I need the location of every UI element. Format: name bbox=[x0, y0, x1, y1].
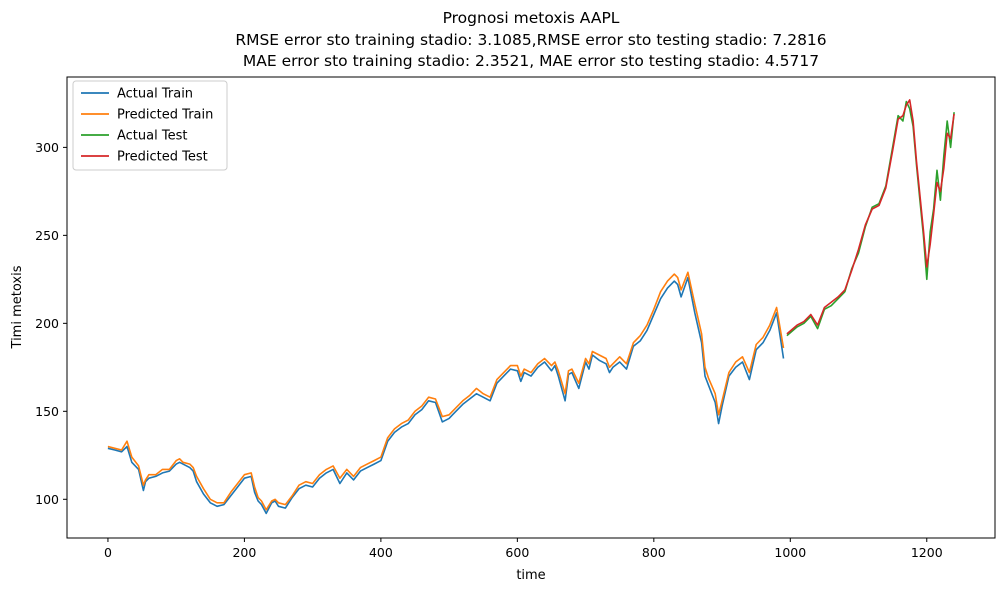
x-tick-label: 400 bbox=[369, 545, 393, 560]
x-axis-ticks: 0 200 400 600 800 1000 1200 bbox=[104, 538, 943, 560]
series-line-2 bbox=[107, 271, 785, 511]
x-tick-label: 0 bbox=[104, 545, 112, 560]
chart-title-line-1: Prognosi metoxis AAPL bbox=[443, 9, 620, 27]
chart-title-line-2: RMSE error sto training stadio: 3.1085,R… bbox=[235, 31, 826, 49]
y-tick-label: 250 bbox=[35, 228, 59, 243]
legend-label-4: Predicted Test bbox=[117, 150, 208, 165]
series-line-1 bbox=[107, 276, 785, 515]
legend-label-3: Actual Test bbox=[117, 129, 187, 144]
series-line-4 bbox=[786, 99, 955, 335]
x-tick-label: 1200 bbox=[911, 545, 943, 560]
legend-label-1: Actual Train bbox=[117, 87, 193, 102]
y-axis-ticks: 100 150 200 250 300 bbox=[35, 140, 67, 507]
x-tick-label: 800 bbox=[642, 545, 666, 560]
y-tick-label: 150 bbox=[35, 404, 59, 419]
x-axis-label: time bbox=[516, 568, 545, 583]
chart-title-line-3: MAE error sto training stadio: 2.3521, M… bbox=[243, 52, 819, 70]
series-line-3 bbox=[786, 100, 955, 337]
x-tick-label: 1000 bbox=[774, 545, 806, 560]
legend: Actual Train Predicted Train Actual Test Pr… bbox=[72, 80, 228, 171]
chart-title: Prognosi metoxis AAPL RMSE error sto tra… bbox=[235, 9, 826, 70]
y-tick-label: 100 bbox=[35, 492, 59, 507]
y-tick-label: 200 bbox=[35, 316, 59, 331]
legend-box bbox=[72, 80, 228, 171]
series-group bbox=[107, 99, 955, 515]
x-tick-label: 600 bbox=[505, 545, 529, 560]
x-tick-label: 200 bbox=[232, 545, 256, 560]
legend-label-2: Predicted Train bbox=[117, 108, 213, 123]
y-tick-label: 300 bbox=[35, 140, 59, 155]
plot-frame bbox=[66, 76, 996, 539]
y-axis-label: Timi metoxis bbox=[10, 265, 25, 349]
